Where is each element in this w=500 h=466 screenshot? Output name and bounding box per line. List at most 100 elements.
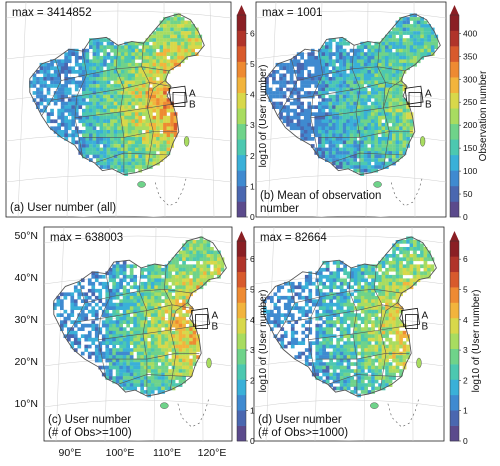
grid-cell xyxy=(110,115,114,120)
grid-cell xyxy=(296,119,301,124)
grid-cell xyxy=(147,267,151,272)
grid-cell xyxy=(357,264,361,269)
colorbar-segment xyxy=(450,271,459,288)
region-box-a xyxy=(168,85,188,105)
grid-cell xyxy=(378,84,382,88)
grid-cell xyxy=(180,45,185,49)
colorbar-segment xyxy=(450,379,459,396)
grid-cell xyxy=(117,115,121,120)
grid-cell xyxy=(133,313,137,317)
grid-cell xyxy=(166,133,171,138)
grid-cell xyxy=(307,101,312,106)
grid-cell xyxy=(82,108,86,113)
grid-cell xyxy=(413,34,417,39)
grid-cell xyxy=(142,133,146,138)
grid-cell xyxy=(122,351,127,356)
grid-cell xyxy=(96,80,100,85)
grid-cell xyxy=(161,299,165,303)
grid-cell xyxy=(134,55,139,60)
grid-cell xyxy=(325,115,329,120)
grid-cell xyxy=(378,105,382,109)
grid-cell xyxy=(374,62,379,67)
grid-cell xyxy=(161,334,165,338)
grid-cell xyxy=(184,38,188,42)
grid-cell xyxy=(149,91,153,95)
grid-cell xyxy=(367,365,372,370)
province-border xyxy=(275,281,296,338)
grid-cell xyxy=(329,337,333,342)
grid-cell xyxy=(110,87,114,92)
grid-cell xyxy=(318,323,323,328)
grid-cell xyxy=(360,73,364,78)
grid-cell xyxy=(303,126,308,131)
grid-cell xyxy=(346,274,351,279)
grid-cell xyxy=(96,133,100,138)
grid-cell xyxy=(87,334,92,338)
grid-cell xyxy=(149,59,153,64)
grid-cell xyxy=(339,115,343,120)
grid-cell xyxy=(399,112,403,116)
grid-cell xyxy=(296,112,301,116)
grid-cell xyxy=(349,55,354,60)
grid-cell xyxy=(325,372,330,377)
grid-cell xyxy=(120,101,125,106)
grid-cell xyxy=(122,344,127,349)
grid-cell xyxy=(307,105,312,109)
grid-cell xyxy=(346,80,350,85)
grid-cell xyxy=(381,87,386,92)
grid-cell xyxy=(367,80,372,85)
grid-cell xyxy=(392,278,396,283)
grid-cell xyxy=(378,122,382,127)
grid-cell xyxy=(392,62,396,67)
grid-cell xyxy=(346,105,350,109)
grid-cell xyxy=(159,34,164,39)
grid-cell xyxy=(356,147,361,152)
grid-cell xyxy=(342,70,347,74)
grid-cell xyxy=(136,337,141,342)
grid-cell xyxy=(120,45,125,49)
grid-cell xyxy=(85,133,90,138)
grid-cell xyxy=(99,45,104,49)
grid-cell xyxy=(159,48,164,53)
grid-cell xyxy=(374,365,379,370)
grid-cell xyxy=(307,122,312,127)
grid-cell xyxy=(332,365,337,370)
grid-cell xyxy=(217,267,221,272)
grid-cell xyxy=(423,271,428,276)
grid-cell xyxy=(346,362,351,366)
grid-cell xyxy=(168,271,172,276)
grid-cell xyxy=(87,323,92,328)
grid-cell xyxy=(168,302,172,307)
grid-cell xyxy=(110,130,114,134)
grid-cell xyxy=(346,285,351,290)
grid-cell xyxy=(150,372,155,377)
grid-cell xyxy=(307,73,312,78)
grid-cell xyxy=(163,62,167,67)
grid-cell xyxy=(360,372,365,377)
grid-cell xyxy=(150,309,155,314)
grid-cell xyxy=(147,376,151,380)
grid-cell xyxy=(136,288,141,293)
grid-cell xyxy=(350,379,354,384)
grid-cell xyxy=(381,330,386,335)
grid-cell xyxy=(364,334,368,338)
grid-cell xyxy=(122,295,127,300)
grid-cell xyxy=(57,126,61,131)
grid-cell xyxy=(120,137,125,141)
grid-cell xyxy=(187,48,192,53)
grid-cell xyxy=(307,59,312,64)
grid-cell xyxy=(103,105,107,109)
grid-cell xyxy=(67,66,72,71)
grid-cell xyxy=(296,91,301,95)
grid-cell xyxy=(406,27,410,32)
grid-cell xyxy=(395,302,400,307)
grid-cell xyxy=(89,144,93,148)
grid-cell xyxy=(332,105,336,109)
grid-cell xyxy=(339,327,344,331)
grid-cell xyxy=(325,355,330,359)
grid-cell xyxy=(161,355,165,359)
grid-cell xyxy=(85,151,90,155)
grid-cell xyxy=(131,94,136,99)
grid-cell xyxy=(131,70,136,74)
grid-cell xyxy=(94,334,99,338)
